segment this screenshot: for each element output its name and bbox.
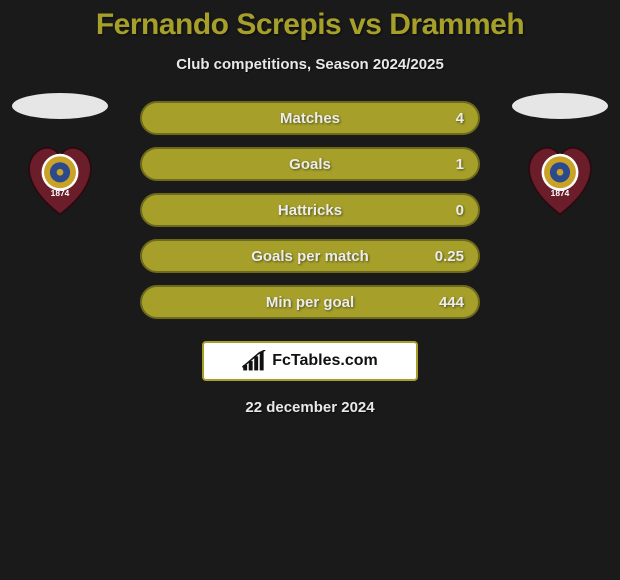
stat-value: 0 xyxy=(456,202,464,219)
stat-label: Matches xyxy=(280,110,340,127)
stat-row-hattricks: Hattricks 0 xyxy=(140,193,480,227)
main-row: 1874 Matches 4 Goals 1 Hattricks 0 Goals… xyxy=(0,101,620,319)
generated-date: 22 december 2024 xyxy=(245,399,374,416)
club-crest-right: 1874 xyxy=(518,137,602,221)
svg-text:1874: 1874 xyxy=(551,188,570,198)
right-player-col: 1874 xyxy=(500,93,620,221)
stat-value: 1 xyxy=(456,156,464,173)
page-title: Fernando Screpis vs Drammeh xyxy=(96,8,524,42)
stat-label: Hattricks xyxy=(278,202,342,219)
stat-value: 444 xyxy=(439,294,464,311)
brand-link[interactable]: FcTables.com xyxy=(202,341,418,381)
stat-row-goals: Goals 1 xyxy=(140,147,480,181)
club-crest-left: 1874 xyxy=(18,137,102,221)
player-photo-placeholder-right xyxy=(512,93,608,119)
left-player-col: 1874 xyxy=(0,93,120,221)
stats-list: Matches 4 Goals 1 Hattricks 0 Goals per … xyxy=(140,101,480,319)
stat-value: 0.25 xyxy=(435,248,464,265)
heart-crest-icon: 1874 xyxy=(518,137,602,221)
svg-text:1874: 1874 xyxy=(51,188,70,198)
stat-label: Min per goal xyxy=(266,294,354,311)
stat-row-matches: Matches 4 xyxy=(140,101,480,135)
stat-label: Goals per match xyxy=(251,248,369,265)
stat-label: Goals xyxy=(289,156,331,173)
comparison-card: Fernando Screpis vs Drammeh Club competi… xyxy=(0,0,620,416)
stat-row-goals-per-match: Goals per match 0.25 xyxy=(140,239,480,273)
stat-value: 4 xyxy=(456,110,464,127)
brand-text: FcTables.com xyxy=(272,352,378,370)
heart-crest-icon: 1874 xyxy=(18,137,102,221)
player-photo-placeholder-left xyxy=(12,93,108,119)
stat-row-min-per-goal: Min per goal 444 xyxy=(140,285,480,319)
bar-chart-icon xyxy=(242,350,268,372)
season-subtitle: Club competitions, Season 2024/2025 xyxy=(176,56,444,73)
